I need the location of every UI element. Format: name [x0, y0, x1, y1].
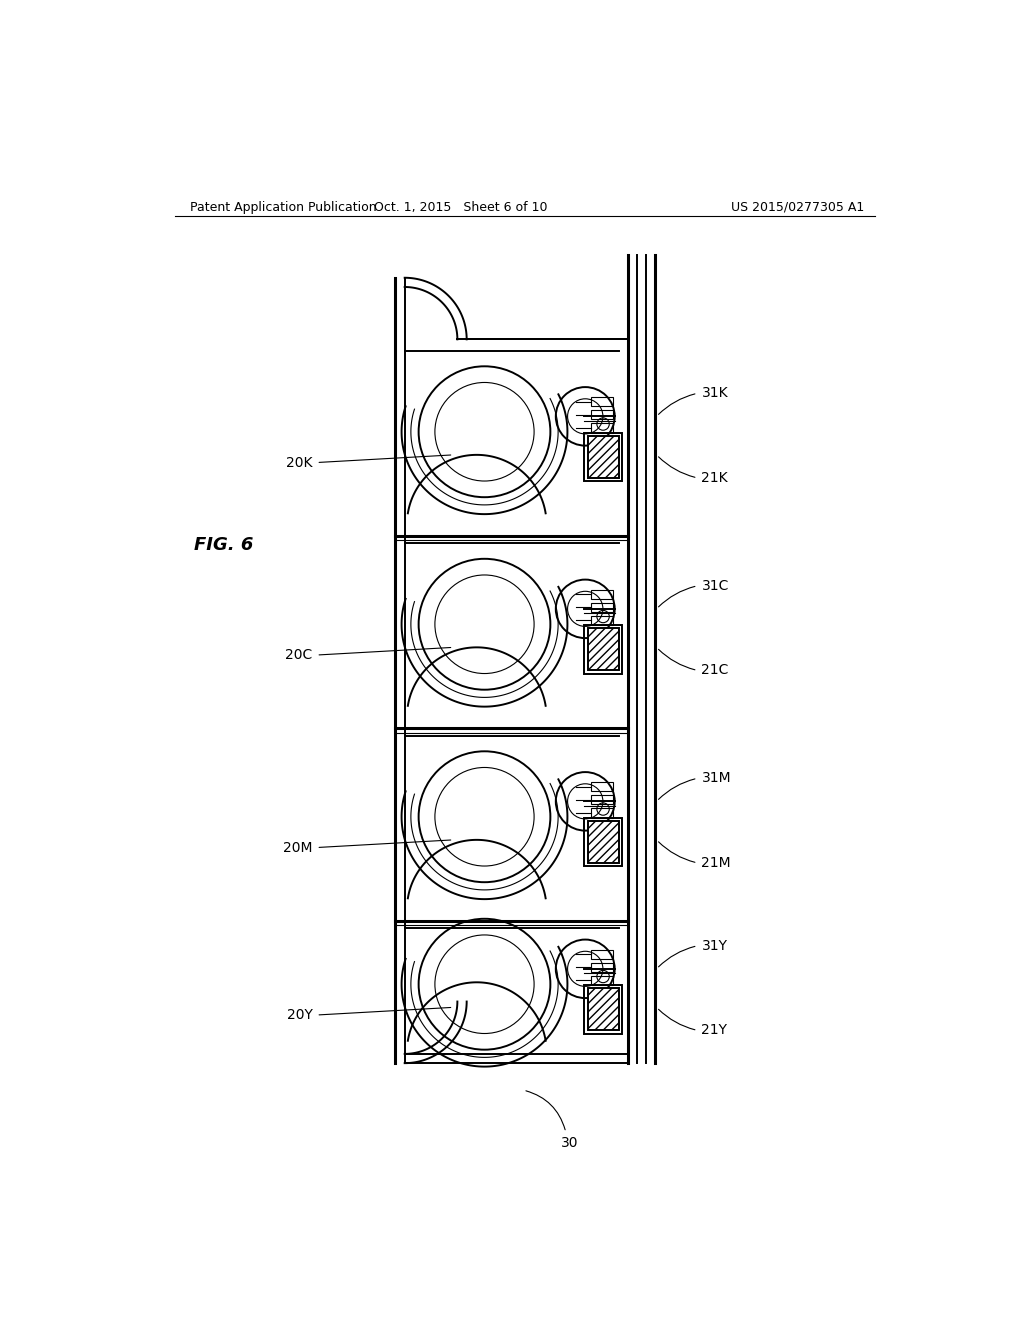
Bar [592, 603, 613, 612]
Text: 31Y: 31Y [701, 939, 727, 953]
Bar [592, 590, 613, 599]
Text: Oct. 1, 2015   Sheet 6 of 10: Oct. 1, 2015 Sheet 6 of 10 [375, 201, 548, 214]
Text: 31M: 31M [701, 771, 731, 785]
Bar [585, 985, 622, 1034]
Text: 20C: 20C [286, 648, 312, 663]
Bar [585, 433, 622, 480]
Text: 31C: 31C [701, 578, 729, 593]
Bar [588, 821, 618, 863]
Text: 20M: 20M [283, 841, 312, 854]
Text: 21K: 21K [701, 471, 728, 484]
Bar [588, 989, 618, 1031]
Bar [592, 962, 613, 972]
Bar [592, 795, 613, 804]
Text: 21C: 21C [701, 664, 729, 677]
Bar [585, 626, 622, 673]
Text: 20Y: 20Y [287, 1008, 312, 1022]
Text: 20K: 20K [286, 455, 312, 470]
Bar [588, 436, 618, 478]
Bar [592, 397, 613, 407]
Bar [592, 949, 613, 958]
Bar [592, 411, 613, 420]
Text: 21M: 21M [701, 855, 731, 870]
Text: 21Y: 21Y [701, 1023, 727, 1038]
Bar [592, 424, 613, 433]
Bar [592, 808, 613, 817]
Bar [585, 817, 622, 866]
Bar [592, 781, 613, 792]
Text: Patent Application Publication: Patent Application Publication [190, 201, 377, 214]
Text: 31K: 31K [701, 387, 728, 400]
Bar [588, 628, 618, 671]
Text: 30: 30 [561, 1137, 579, 1150]
Text: US 2015/0277305 A1: US 2015/0277305 A1 [731, 201, 864, 214]
Bar [592, 975, 613, 985]
Text: FIG. 6: FIG. 6 [194, 536, 253, 553]
Bar [592, 615, 613, 626]
